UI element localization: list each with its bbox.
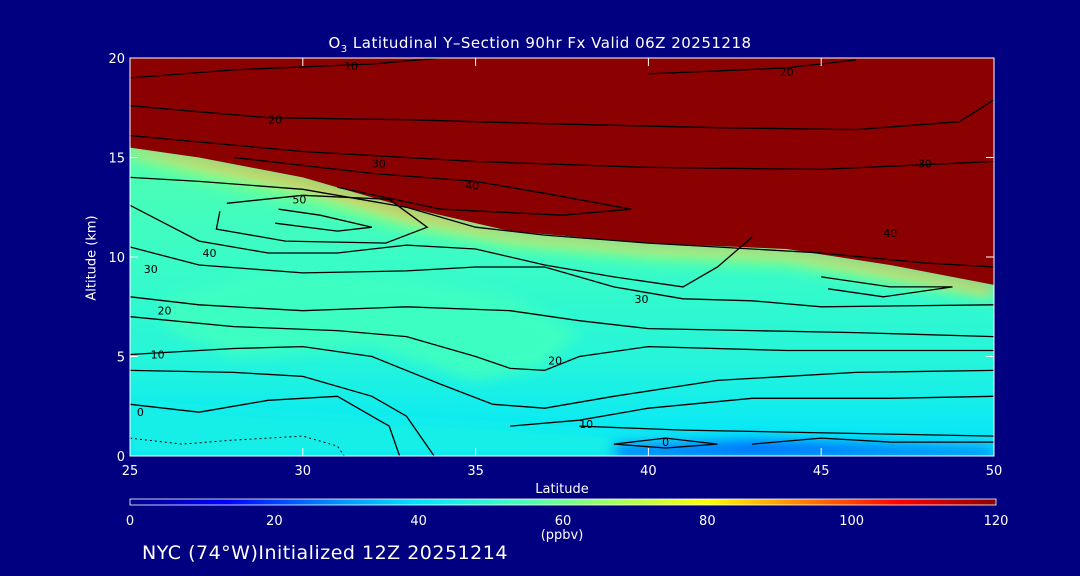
colorbar: 0 20 40 60 80 100 120 xyxy=(126,498,1009,529)
x-tick-label: 30 xyxy=(295,464,312,479)
contour-line xyxy=(130,345,994,409)
colorbar-frame xyxy=(129,498,997,506)
y-tick-label: 5 xyxy=(117,351,125,366)
contour-label: 40 xyxy=(202,247,216,260)
colorbar-tick-label: 20 xyxy=(266,514,283,529)
x-tick-label: 35 xyxy=(467,464,484,479)
contour-label: 10 xyxy=(151,349,165,362)
field-soft-regions xyxy=(130,147,994,456)
contour-line xyxy=(130,369,435,456)
colorbar-tick-label: 100 xyxy=(839,514,864,529)
y-axis-label: Altitude (km) xyxy=(84,215,100,301)
contour-label: 0 xyxy=(662,436,669,449)
contour-label: 40 xyxy=(883,227,897,240)
x-tick-label: 50 xyxy=(986,464,1003,479)
contour-label: 20 xyxy=(780,66,794,79)
contour-line xyxy=(275,208,373,232)
colorbar-gradient xyxy=(130,499,996,505)
contour-line xyxy=(130,99,994,131)
ozone-contours: 10 20 20 30 30 40 50 40 40 30 30 20 20 10 10 0 0 xyxy=(130,58,994,456)
contour-label: 20 xyxy=(548,354,562,367)
contour-label: 30 xyxy=(634,293,648,306)
y-tick-label: 15 xyxy=(108,152,125,167)
contour-line xyxy=(233,156,632,216)
colorbar-unit-label: (ppbv) xyxy=(540,528,584,543)
y-tick-label: 20 xyxy=(108,52,125,67)
colorbar-tick-label: 80 xyxy=(699,514,716,529)
contour-line xyxy=(130,176,994,268)
contour-label: 30 xyxy=(918,157,932,170)
x-tick-label: 25 xyxy=(122,464,139,479)
field-region-tropopause-gradient xyxy=(130,147,994,293)
colorbar-tick-label: 120 xyxy=(984,514,1009,529)
contour-line xyxy=(130,296,994,338)
y-tick-label: 0 xyxy=(117,450,125,465)
contour-line xyxy=(215,194,429,244)
field-region-mid-troposphere-bulge xyxy=(164,268,580,381)
field-region-upper-troposphere xyxy=(130,151,994,301)
contour-label: 20 xyxy=(268,114,282,127)
contour-line xyxy=(130,246,994,308)
y-tick-label: 10 xyxy=(108,251,125,266)
field-region-stratosphere xyxy=(130,58,994,285)
contour-label: 30 xyxy=(144,263,158,276)
contour-label: 50 xyxy=(292,193,306,206)
contour-line xyxy=(510,395,994,427)
contour-line xyxy=(130,204,753,288)
contour-line xyxy=(821,276,953,298)
colorbar-tick-label: 60 xyxy=(555,514,572,529)
contour-label: 10 xyxy=(344,60,358,73)
footer-init-info: NYC (74°W)Initialized 12Z 20251214 xyxy=(142,542,508,564)
x-tick-label: 40 xyxy=(640,464,657,479)
contour-line xyxy=(752,437,994,445)
contour-line xyxy=(130,58,442,79)
field-region-surface-low xyxy=(613,440,994,456)
contour-label: 30 xyxy=(372,157,386,170)
contour-line xyxy=(130,134,994,171)
contour-label: 10 xyxy=(579,418,593,431)
plot-axes: 25 30 35 40 45 50 0 5 10 15 20 xyxy=(108,52,1002,479)
colorbar-tick-label: 40 xyxy=(410,514,427,529)
contour-line xyxy=(648,59,856,75)
contour-line-dotted xyxy=(130,435,345,456)
x-tick-label: 45 xyxy=(813,464,830,479)
colorbar-tick-label: 0 xyxy=(126,514,134,529)
x-axis-label: Latitude xyxy=(535,482,589,497)
contour-line xyxy=(613,437,718,449)
contour-line xyxy=(579,425,994,437)
contour-label: 0 xyxy=(137,406,144,419)
contour-line xyxy=(130,395,401,456)
contour-line xyxy=(130,316,994,372)
chart-title: O3 Latitudinal Y–Section 90hr Fx Valid 0… xyxy=(328,34,752,55)
contour-label: 20 xyxy=(158,305,172,318)
contour-label: 40 xyxy=(465,179,479,192)
